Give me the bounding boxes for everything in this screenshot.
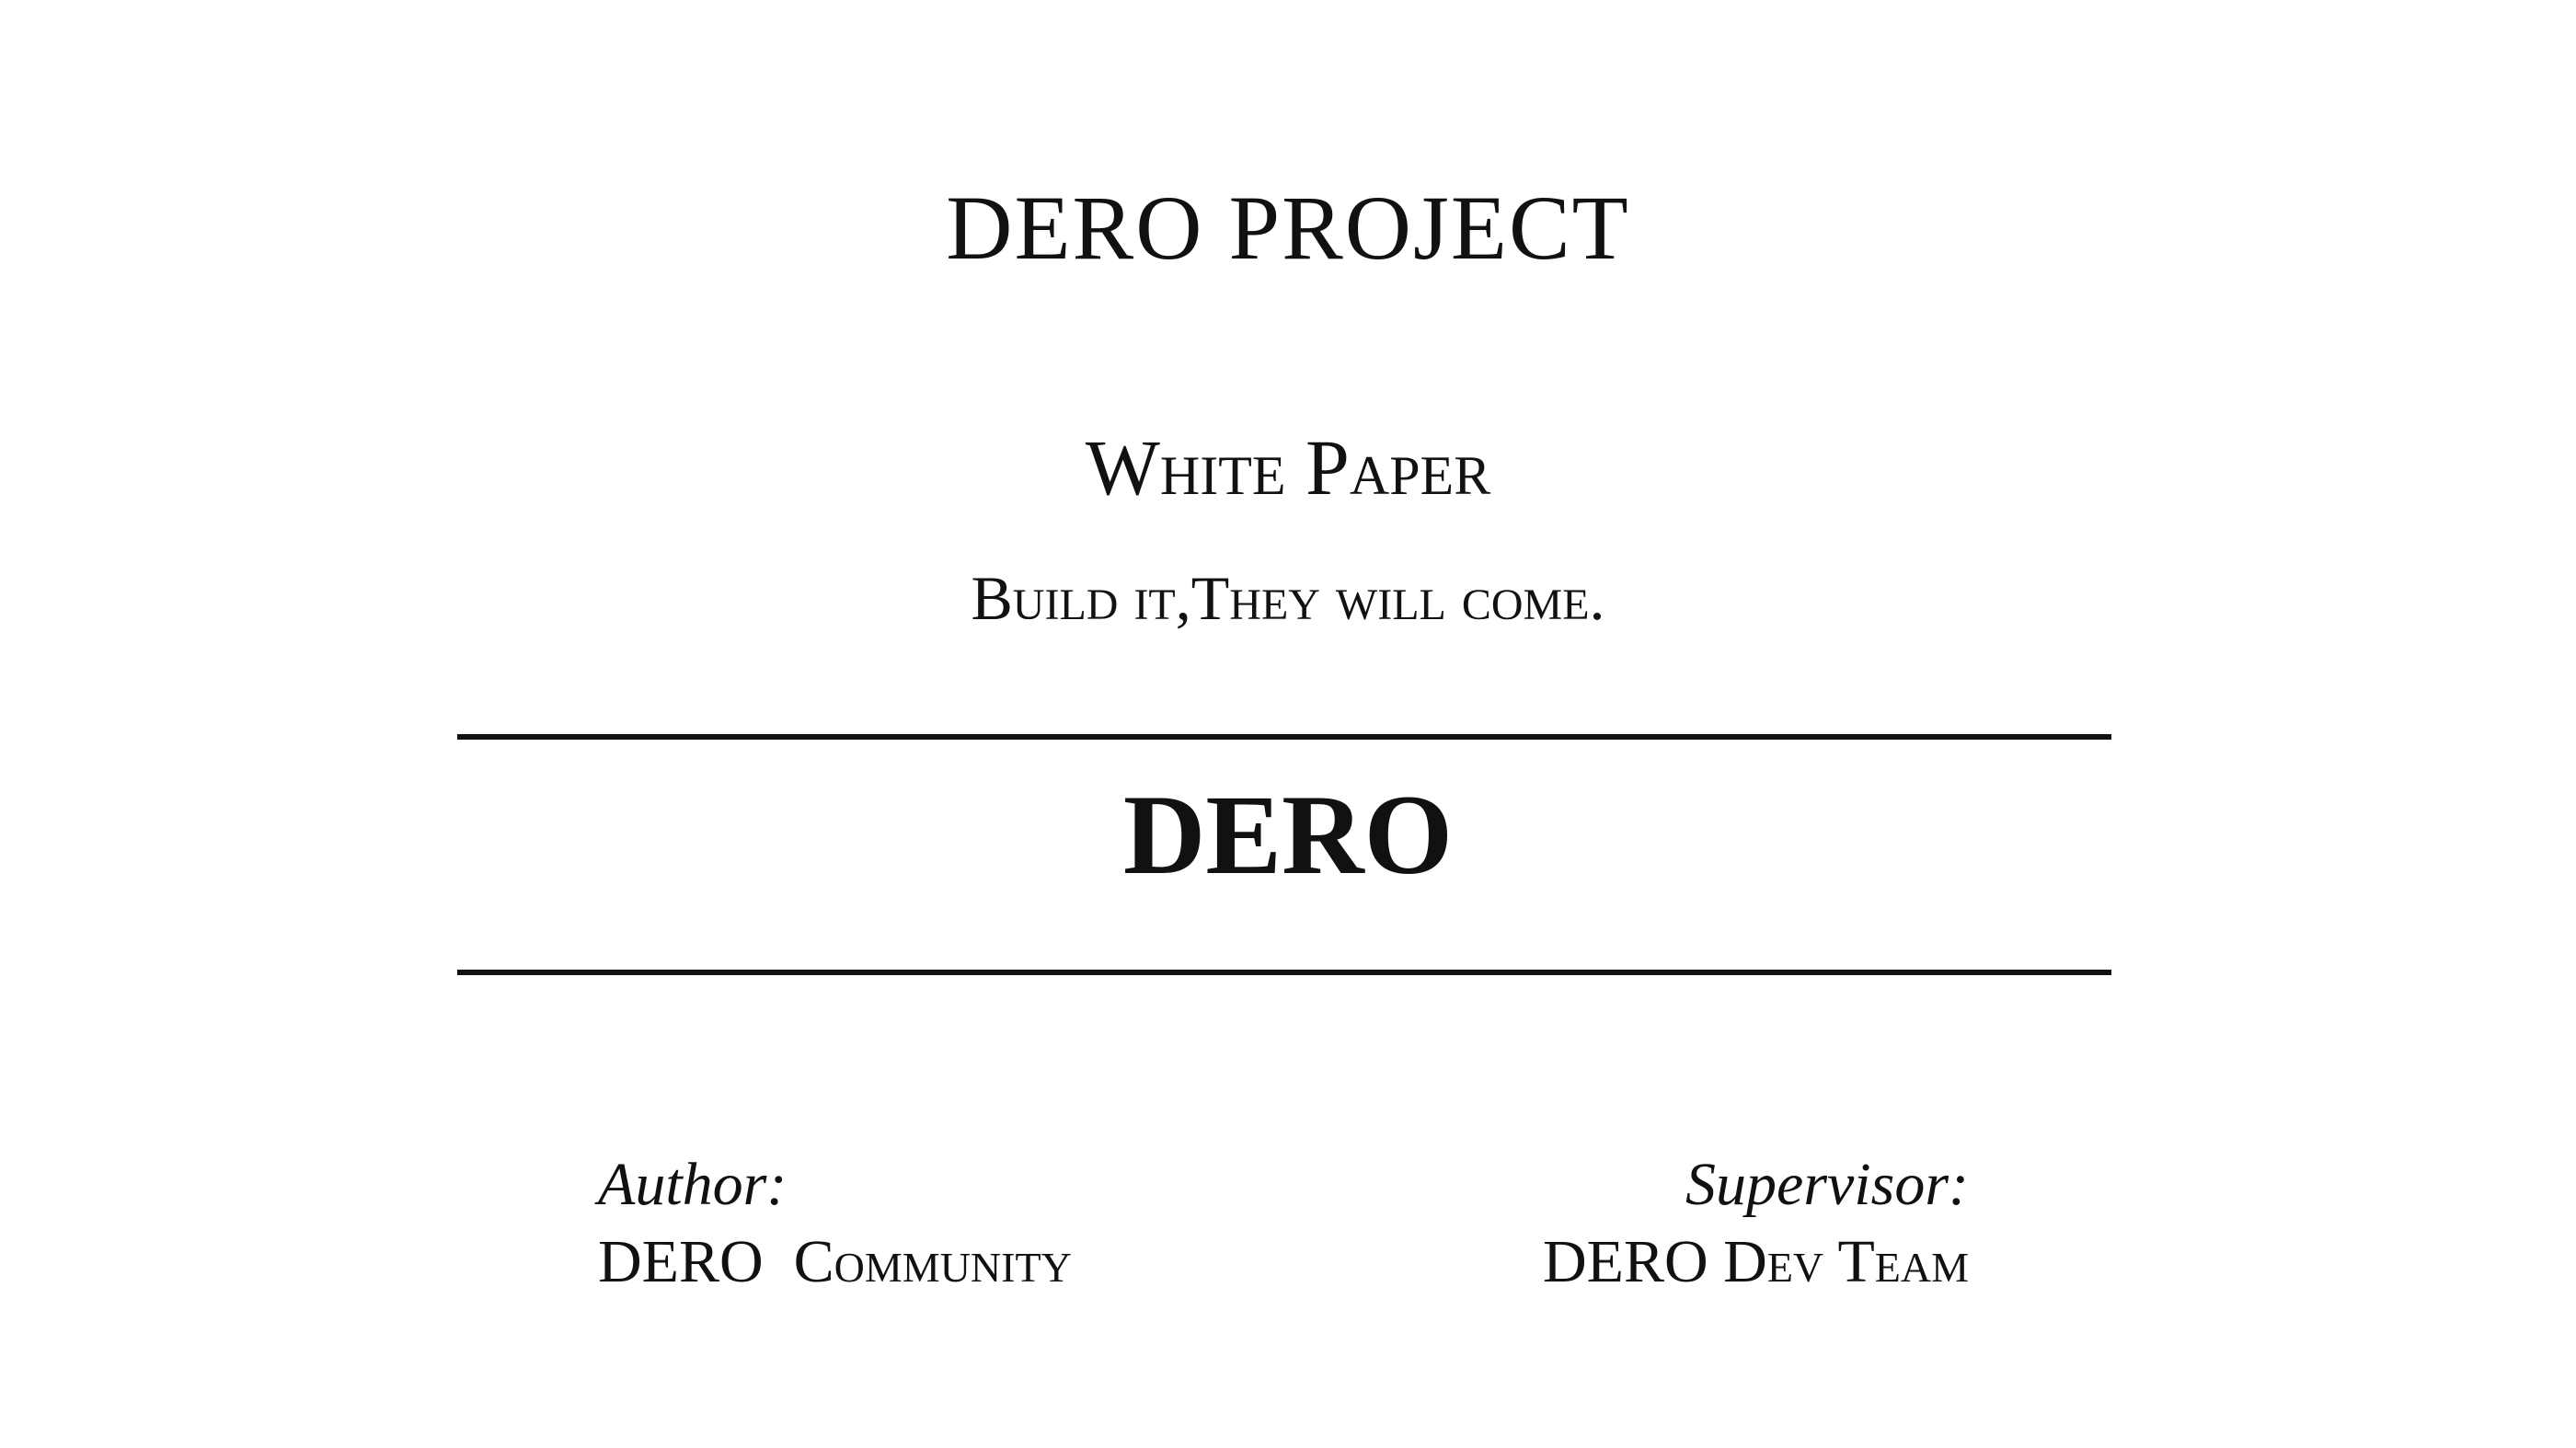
author-name: DERO Community	[598, 1228, 1072, 1295]
document-type: White Paper	[1085, 423, 1491, 511]
author-block: Author: DERO Community	[598, 1148, 1072, 1303]
bottom-rule	[457, 970, 2111, 975]
supervisor-block: Supervisor: DERO Dev Team	[1543, 1148, 1969, 1303]
project-title: DERO PROJECT	[946, 177, 1630, 279]
supervisor-label: Supervisor:	[1685, 1151, 1969, 1218]
main-title: DERO	[1122, 772, 1454, 898]
top-rule	[457, 734, 2111, 740]
supervisor-name: DERO Dev Team	[1543, 1228, 1969, 1295]
author-label: Author:	[598, 1151, 788, 1218]
tagline: Build it,They will come.	[971, 563, 1605, 633]
